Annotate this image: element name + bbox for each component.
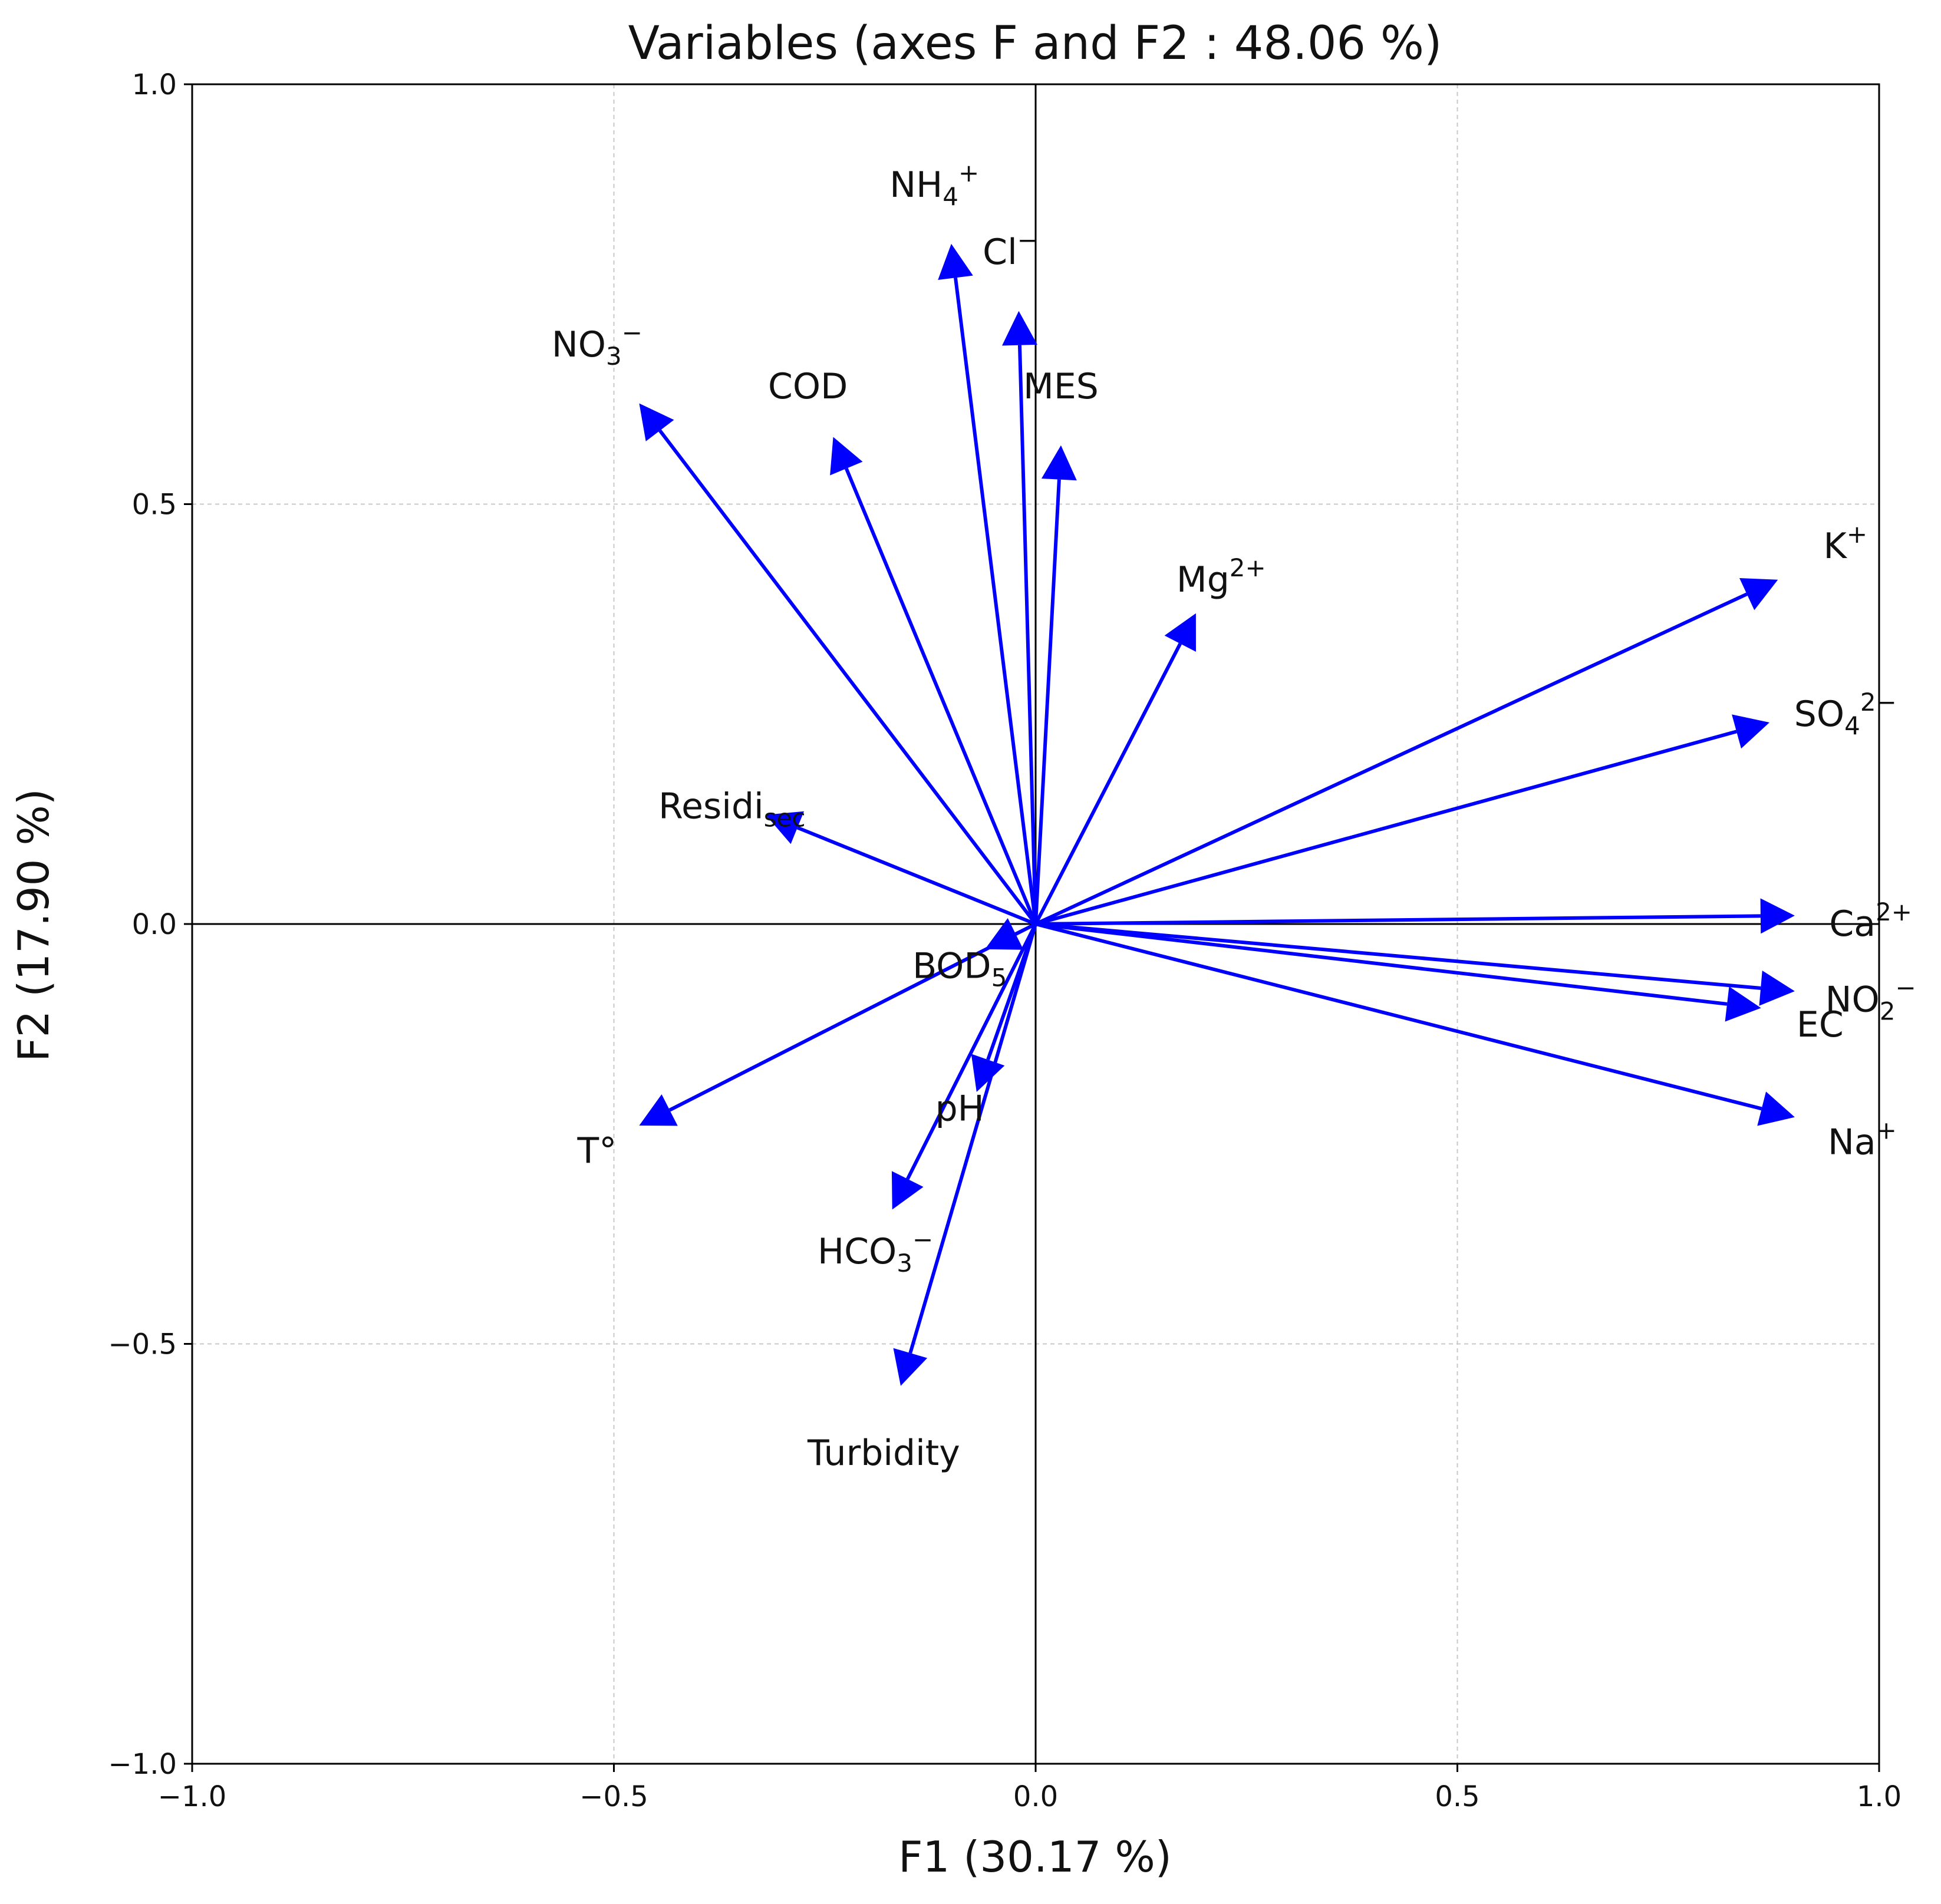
vector-ca [1035, 898, 1795, 934]
vector-arrowhead [766, 811, 805, 844]
variable-label-bod5: BOD5 [912, 945, 1007, 992]
vector-shaft [1035, 914, 1761, 926]
x-tick-label: 0.0 [1013, 1780, 1058, 1813]
vector-k [1034, 578, 1778, 926]
variable-label-turbidity: Turbidity [807, 1433, 960, 1474]
vector-arrowhead [639, 403, 674, 441]
vector-shaft [906, 923, 1037, 1180]
vector-arrowhead [938, 243, 973, 281]
x-tick-label: −1.0 [158, 1780, 227, 1813]
vector-arrowhead [985, 918, 1024, 950]
vector-arrowhead [830, 437, 863, 476]
vector-shaft [908, 923, 1037, 1354]
vector-so4 [1035, 714, 1769, 926]
x-tick-label: 0.5 [1435, 1780, 1479, 1813]
vector-arrowhead [1041, 445, 1077, 481]
x-tick-label: 1.0 [1857, 1780, 1902, 1813]
vector-shaft [1035, 922, 1762, 1111]
variable-label-ca: Ca2+ [1829, 897, 1912, 945]
variable-label-mg: Mg2+ [1177, 553, 1266, 600]
vector-arrowhead [1760, 898, 1795, 934]
variable-label-k: K+ [1823, 520, 1867, 567]
vector-residi [766, 811, 1037, 926]
variable-label-residi: Residisec [658, 786, 805, 833]
vector-shaft [796, 826, 1037, 926]
variable-label-cl: Cl− [983, 226, 1038, 273]
variable-labels: NH4+Cl− NO3− COD MES Mg2+ K+ SO42− Residisec Ca2… [552, 159, 1916, 1474]
vector-turbidity [893, 923, 1037, 1386]
vector-arrowhead [891, 1171, 924, 1210]
vector-arrowhead [1732, 714, 1769, 749]
vector-t [639, 922, 1037, 1126]
x-tick-label: −0.5 [579, 1780, 648, 1813]
y-tick-label: −1.0 [108, 1748, 177, 1781]
vector-shaft [1017, 345, 1037, 925]
y-tick-label: 0.5 [132, 489, 177, 522]
variable-label-hco3: HCO3− [818, 1225, 933, 1278]
variable-label-nh4: NH4+ [889, 159, 979, 211]
vector-cl [1001, 311, 1037, 925]
y-axis-title: F2 (17.90 %) [9, 788, 58, 1062]
vector-shaft [1034, 479, 1061, 925]
vector-arrowhead [639, 1094, 678, 1126]
variable-label-ph: pH [935, 1088, 984, 1130]
vector-arrowhead [1164, 613, 1196, 652]
axis-ticks: −1.0 −0.5 0.0 0.5 1.0 −1.0 −0.5 0.0 0.5 1.0 [108, 68, 1902, 1813]
vector-nh4 [938, 243, 1037, 925]
vector-shaft [1034, 592, 1748, 926]
vector-cod [830, 437, 1037, 925]
vector-shaft [1035, 922, 1728, 1006]
vector-hco3 [891, 923, 1037, 1210]
variable-label-mes: MES [1023, 366, 1099, 407]
vector-ec [1035, 922, 1761, 1022]
vector-shaft [1035, 730, 1737, 926]
vector-shaft [845, 467, 1037, 925]
variable-label-cod: COD [768, 366, 848, 407]
vector-mes [1034, 445, 1077, 925]
variable-vectors [639, 243, 1795, 1386]
vector-arrowhead [1725, 986, 1761, 1022]
vector-shaft [1034, 642, 1182, 925]
vector-na [1035, 922, 1795, 1126]
vector-mg [1034, 613, 1196, 925]
vector-arrowhead [893, 1348, 928, 1386]
vector-no2 [1035, 922, 1795, 1006]
vector-shaft [668, 922, 1037, 1112]
x-axis-title: F1 (30.17 %) [898, 1832, 1172, 1882]
y-tick-label: 1.0 [132, 68, 177, 101]
vector-shaft [658, 429, 1037, 925]
vector-arrowhead [1759, 971, 1795, 1006]
y-tick-label: 0.0 [132, 908, 177, 941]
vector-arrowhead [1739, 578, 1778, 611]
vector-shaft [954, 277, 1037, 925]
vector-arrowhead [1757, 1091, 1795, 1126]
vector-shaft [1035, 922, 1761, 990]
vector-arrowhead [1001, 311, 1037, 346]
variable-label-no2: NO2− [1825, 973, 1916, 1025]
variable-label-no3: NO3− [552, 318, 642, 371]
variable-label-ec: EC [1797, 1004, 1844, 1045]
y-tick-label: −0.5 [108, 1328, 177, 1361]
variable-label-so4: SO42− [1794, 688, 1897, 740]
variable-label-na: Na+ [1828, 1116, 1897, 1163]
vector-no3 [639, 403, 1037, 925]
variable-label-t: T° [577, 1130, 617, 1172]
chart-title: Variables (axes F and F2 : 48.06 %) [628, 17, 1442, 70]
